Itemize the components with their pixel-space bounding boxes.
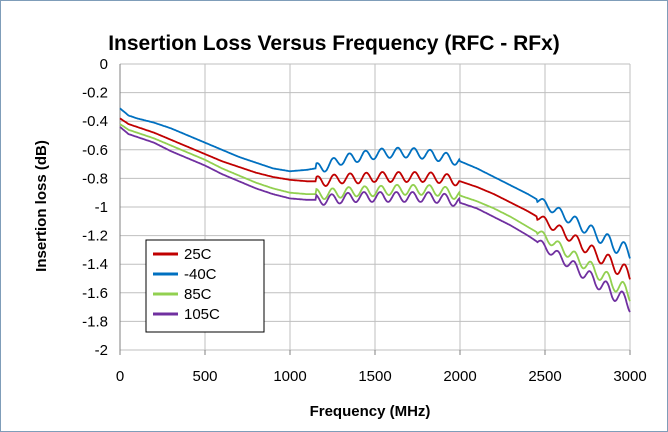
x-tick-label: 2000 [443,368,476,385]
series-line-105C [119,126,631,313]
tick-layer: 0 -0.2 -0.4 -0.6 -0.8 -1 -1.2 -1.4 -1.6 -1.8 -2 0 50… [82,56,647,385]
y-tick-label: -1.4 [82,256,108,273]
x-tick-label: 3000 [613,368,646,385]
x-axis-title: Frequency (MHz) [310,403,431,420]
x-tick-label: 0 [116,368,124,385]
series-line-25C [119,117,631,280]
y-tick-label: -1 [95,199,108,216]
legend-label: 25C [184,246,212,263]
x-tick-label: 1000 [273,368,306,385]
y-tick-label: -1.8 [82,313,108,330]
legend-label: 105C [184,306,220,323]
series-line--40C [119,107,631,259]
y-axis-title: Insertion loss (dB) [33,140,50,272]
y-tick-label: 0 [100,56,108,73]
y-tick-label: -0.4 [82,113,108,130]
legend-label: 85C [184,286,212,303]
x-tick-label: 1500 [358,368,391,385]
series-layer [119,107,631,313]
x-tick-label: 500 [192,368,217,385]
y-tick-label: -2 [95,342,108,359]
y-tick-label: -1.2 [82,228,108,245]
y-tick-label: -0.6 [82,142,108,159]
legend-label: -40C [184,266,217,283]
y-tick-label: -1.6 [82,285,108,302]
chart-title: Insertion Loss Versus Frequency (RFC - R… [108,32,560,55]
y-tick-label: -0.2 [82,85,108,102]
legend: 25C -40C 85C 105C [145,239,265,333]
series-line-85C [119,123,631,302]
y-tick-label: -0.8 [82,170,108,187]
x-tick-label: 2500 [528,368,561,385]
